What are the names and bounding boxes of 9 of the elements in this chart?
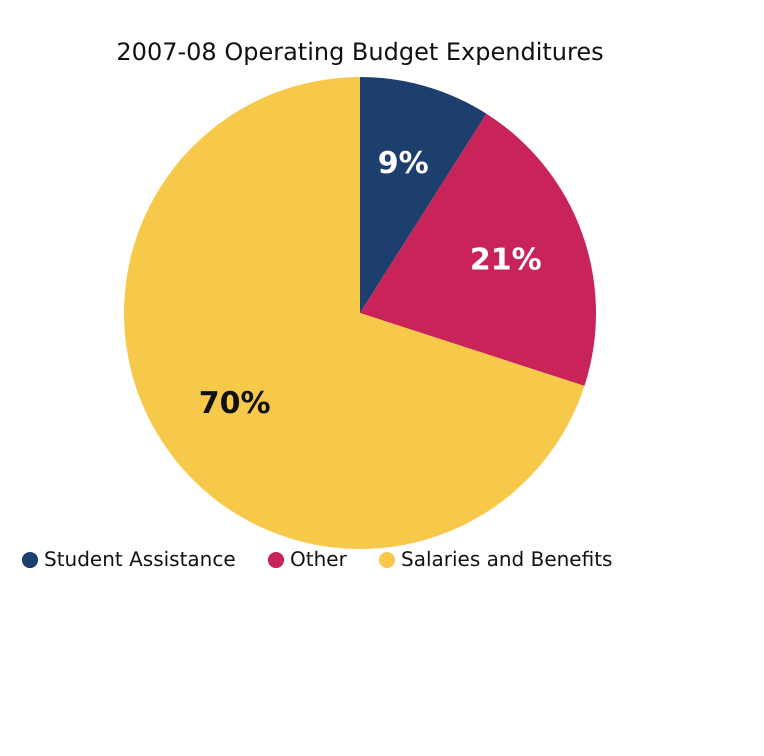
legend-label: Other bbox=[290, 547, 348, 571]
data-label: 21% bbox=[470, 242, 542, 278]
legend-label: Salaries and Benefits bbox=[401, 547, 612, 571]
chart-title: 2007-08 Operating Budget Expenditures bbox=[116, 38, 604, 66]
pie-slice bbox=[360, 114, 596, 386]
legend-label: Student Assistance bbox=[44, 547, 236, 571]
data-label: 70% bbox=[198, 386, 271, 422]
pie-slice bbox=[124, 77, 584, 549]
data-label: 9% bbox=[378, 146, 429, 182]
